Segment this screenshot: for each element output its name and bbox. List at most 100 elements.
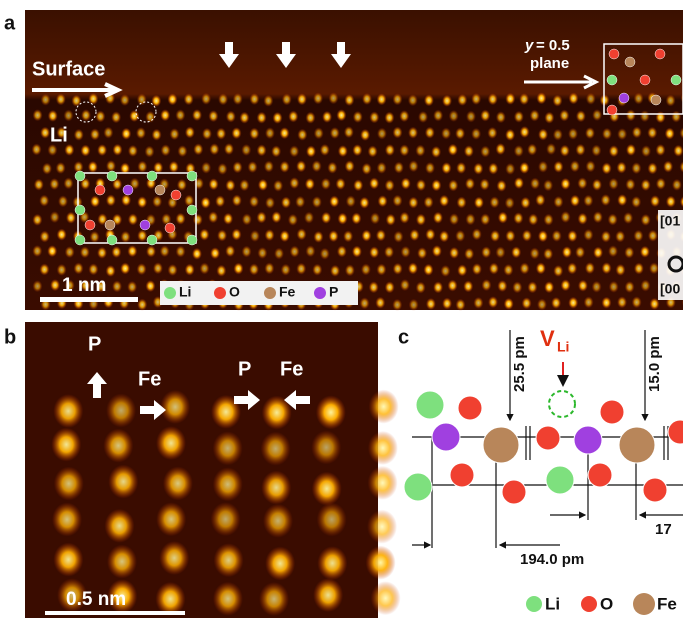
spot (127, 245, 137, 257)
spot (137, 93, 147, 105)
spot (400, 279, 410, 291)
spot (297, 93, 307, 105)
spot (673, 145, 683, 157)
spot (208, 110, 218, 122)
spot (80, 145, 90, 157)
spot (185, 126, 195, 138)
spot (360, 297, 370, 309)
spot (88, 263, 98, 275)
spot (520, 126, 530, 138)
spot (505, 230, 515, 242)
spot (376, 229, 386, 241)
spot (442, 298, 452, 310)
spot (121, 128, 131, 140)
spot (155, 582, 185, 616)
spot (209, 143, 219, 155)
spot (107, 545, 137, 579)
spot (536, 262, 546, 274)
spot (232, 194, 242, 206)
spot (272, 112, 282, 124)
legend-marker (164, 287, 176, 299)
spot (111, 111, 121, 123)
spot (74, 129, 84, 141)
spot (368, 466, 398, 500)
spot (233, 93, 243, 105)
spot (559, 109, 569, 121)
spot (455, 230, 465, 242)
spot (103, 429, 133, 463)
spot (666, 196, 676, 208)
spot (410, 229, 420, 241)
spot (312, 472, 342, 506)
spot (656, 144, 666, 156)
spot (137, 196, 147, 208)
spot (489, 263, 499, 275)
spot (32, 280, 42, 292)
spot (296, 263, 306, 275)
spot (464, 248, 474, 260)
atom (147, 235, 157, 245)
spot (592, 179, 602, 191)
spot (63, 177, 73, 189)
atom (668, 420, 683, 444)
atom (483, 427, 519, 463)
spot (424, 94, 434, 106)
spot (632, 126, 642, 138)
spot (640, 110, 650, 122)
spot (296, 160, 306, 172)
spot (121, 194, 131, 206)
atom (655, 49, 665, 59)
spot (424, 196, 434, 208)
spot (496, 143, 506, 155)
spot (306, 145, 316, 157)
spot (520, 197, 530, 209)
spot (615, 230, 625, 242)
spot (656, 178, 666, 190)
spot (106, 194, 116, 206)
spot (137, 299, 147, 311)
spot (560, 145, 570, 157)
annotation: Fe (280, 358, 303, 380)
spot (257, 112, 267, 124)
scale-label: 1 nm (62, 275, 106, 296)
spot (463, 280, 473, 292)
spot (184, 93, 194, 105)
spot (57, 229, 67, 241)
atom (187, 235, 197, 245)
spot (317, 546, 347, 580)
spot (48, 110, 58, 122)
spot (543, 179, 553, 191)
spot (338, 213, 348, 225)
atom (625, 57, 635, 67)
spot (601, 231, 611, 243)
spot (442, 95, 452, 107)
atom (95, 185, 105, 195)
spot (497, 280, 507, 292)
spot (584, 296, 594, 308)
spot (455, 299, 465, 311)
spot (439, 195, 449, 207)
spot (329, 195, 339, 207)
spot (176, 213, 186, 225)
spot (601, 194, 611, 206)
annotation: P (88, 333, 101, 355)
spot (586, 160, 596, 172)
spot (242, 213, 252, 225)
spot (271, 211, 281, 223)
plane-y: y (524, 37, 534, 54)
spot (393, 263, 403, 275)
scale-label: 0.5 nm (66, 589, 126, 610)
spot (432, 245, 442, 257)
spot (257, 144, 267, 156)
spot (448, 179, 458, 191)
spot (152, 196, 162, 208)
spot (97, 247, 107, 259)
spot (137, 263, 147, 275)
spot (360, 129, 370, 141)
spot (71, 95, 81, 107)
spot (289, 145, 299, 157)
spot (497, 180, 507, 192)
spot (641, 145, 651, 157)
spot (530, 178, 540, 190)
